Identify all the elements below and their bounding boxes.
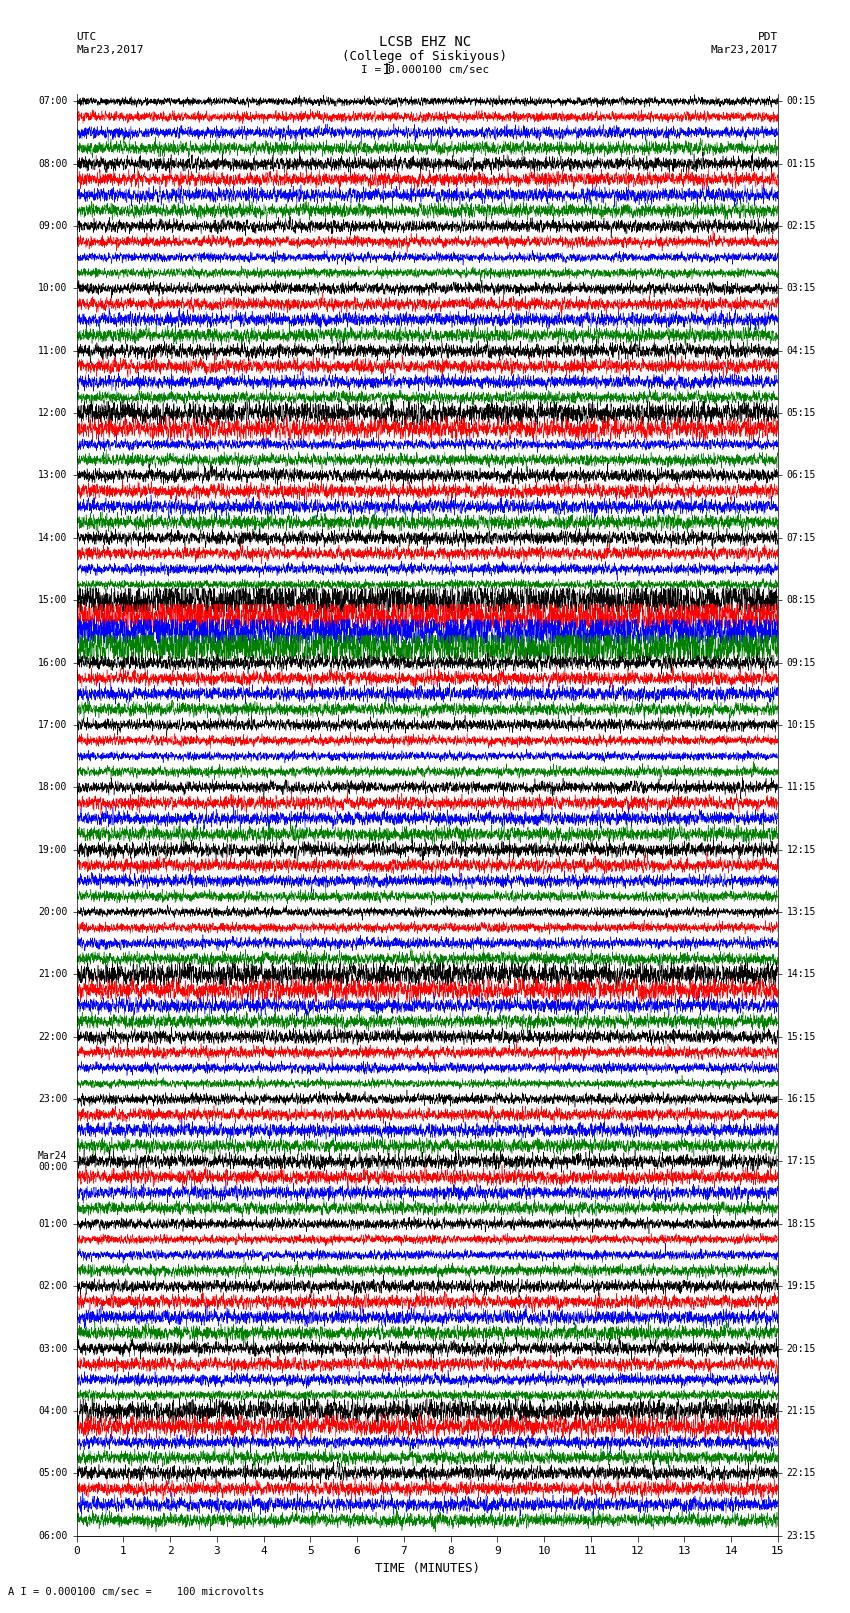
Text: (College of Siskiyous): (College of Siskiyous) [343,50,507,63]
Text: A I = 0.000100 cm/sec =    100 microvolts: A I = 0.000100 cm/sec = 100 microvolts [8,1587,264,1597]
Text: I = 0.000100 cm/sec: I = 0.000100 cm/sec [361,65,489,74]
Text: PDT
Mar23,2017: PDT Mar23,2017 [711,32,778,55]
X-axis label: TIME (MINUTES): TIME (MINUTES) [375,1561,479,1574]
Text: LCSB EHZ NC: LCSB EHZ NC [379,35,471,50]
Text: UTC
Mar23,2017: UTC Mar23,2017 [76,32,144,55]
